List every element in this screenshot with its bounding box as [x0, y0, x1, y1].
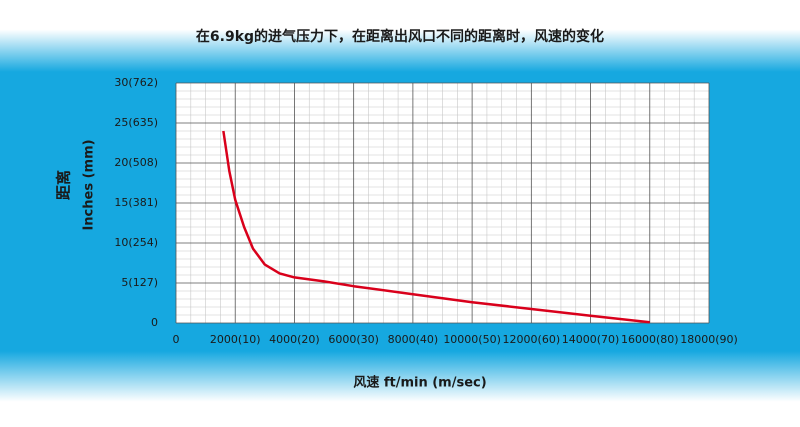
chart-title: 在6.9kg的进气压力下，在距离出风口不同的距离时，风速的变化 [196, 28, 604, 45]
x-tick-label: 0 [173, 333, 180, 346]
y-tick-label: 5(127) [121, 276, 158, 289]
y-axis-label: Inches (mm) [82, 139, 97, 230]
x-tick-label: 4000(20) [269, 333, 320, 346]
x-tick-label: 6000(30) [328, 333, 379, 346]
y-tick-label: 20(508) [114, 156, 158, 169]
x-tick-label: 18000(90) [680, 333, 738, 346]
y-tick-label: 30(762) [114, 76, 158, 89]
x-tick-label: 10000(50) [443, 333, 501, 346]
y-tick-label: 25(635) [114, 116, 158, 129]
x-tick-label: 14000(70) [562, 333, 620, 346]
y-tick-label: 15(381) [114, 196, 158, 209]
x-tick-label: 2000(10) [210, 333, 261, 346]
x-tick-label: 8000(40) [388, 333, 439, 346]
x-axis-label: 风速 ft/min (m/sec) [353, 375, 486, 391]
x-tick-label: 16000(80) [621, 333, 679, 346]
x-tick-label: 12000(60) [503, 333, 561, 346]
y-axis-label-cn: 距离 [55, 170, 73, 200]
y-tick-label: 10(254) [114, 236, 158, 249]
y-tick-label: 0 [151, 316, 158, 329]
data-line [222, 130, 650, 324]
